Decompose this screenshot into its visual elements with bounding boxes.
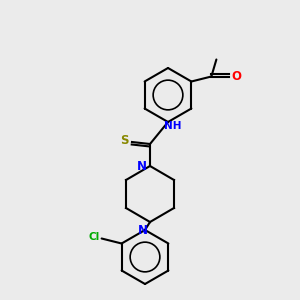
Text: NH: NH <box>164 121 182 131</box>
Text: S: S <box>121 134 129 148</box>
Text: Cl: Cl <box>88 232 100 242</box>
Text: N: N <box>138 224 148 237</box>
Text: N: N <box>137 160 147 172</box>
Text: O: O <box>231 70 242 83</box>
